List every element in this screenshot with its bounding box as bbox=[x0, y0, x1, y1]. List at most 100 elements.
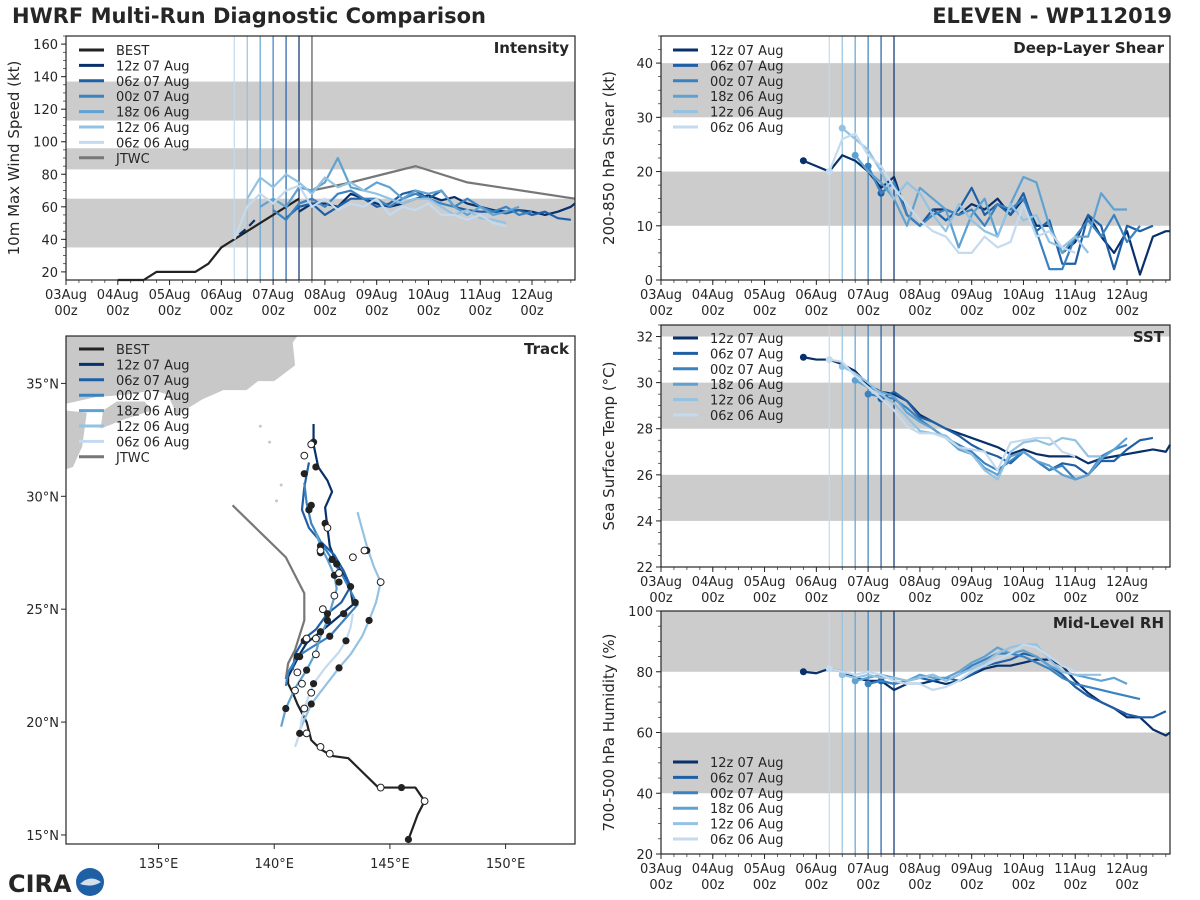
track-position-marker bbox=[282, 704, 290, 713]
track-legend-label: 12z 06 Aug bbox=[116, 420, 190, 435]
sst-x-tick-label: 06Aug bbox=[795, 575, 837, 590]
shear-x-tick-label: 07Aug bbox=[847, 288, 889, 303]
sst-x-tick-label: 00z bbox=[1115, 591, 1139, 606]
rh-legend-label: 12z 07 Aug bbox=[710, 756, 784, 771]
rh-x-tick-label: 11Aug bbox=[1054, 862, 1096, 877]
intensity-y-tick-label: 40 bbox=[41, 233, 58, 248]
intensity-legend-label: 06z 06 Aug bbox=[116, 136, 190, 151]
intensity-series-line bbox=[117, 197, 300, 282]
intensity-legend-label: 12z 06 Aug bbox=[116, 121, 190, 136]
rh-x-tick-label: 05Aug bbox=[744, 862, 786, 877]
intensity-x-tick-label: 09Aug bbox=[356, 288, 398, 303]
shear-band-1 bbox=[661, 63, 1170, 118]
track-position-marker bbox=[351, 598, 359, 607]
shear-x-tick-label: 00z bbox=[856, 304, 880, 319]
intensity-x-tick-label: 07Aug bbox=[252, 288, 294, 303]
track-y-tick-label: 25°N bbox=[26, 603, 59, 618]
shear-y-tick-label: 20 bbox=[636, 166, 653, 181]
intensity-x-tick-label: 04Aug bbox=[97, 288, 139, 303]
track-y-tick-label: 35°N bbox=[26, 377, 59, 392]
intensity-legend-label: BEST bbox=[116, 44, 149, 59]
best-track-marker bbox=[404, 835, 413, 844]
track-open-marker bbox=[335, 569, 343, 577]
intensity-x-tick-label: 12Aug bbox=[511, 288, 553, 303]
track-x-tick-label: 135°E bbox=[139, 857, 179, 872]
track-position-marker bbox=[309, 680, 318, 688]
rh-x-tick-label: 08Aug bbox=[899, 862, 941, 877]
intensity-x-tick-label: 08Aug bbox=[304, 288, 346, 303]
shear-x-tick-label: 12Aug bbox=[1106, 288, 1148, 303]
intensity-series-line bbox=[238, 219, 256, 236]
sst-series-line bbox=[841, 365, 1102, 481]
shear-legend-label: 12z 06 Aug bbox=[710, 106, 784, 121]
cira-logo: CIRA bbox=[8, 868, 104, 898]
track-open-marker bbox=[302, 634, 311, 643]
sst-band-1 bbox=[661, 382, 1170, 429]
shear-x-tick-label: 00z bbox=[753, 304, 777, 319]
sst-legend-label: 06z 07 Aug bbox=[710, 347, 784, 362]
sst-x-tick-label: 00z bbox=[1064, 591, 1088, 606]
track-legend-label: 12z 07 Aug bbox=[116, 358, 190, 373]
sst-x-tick-label: 04Aug bbox=[692, 575, 734, 590]
rh-legend-label: 12z 06 Aug bbox=[710, 818, 784, 833]
track-open-marker bbox=[302, 729, 311, 738]
track-legend-label: 18z 06 Aug bbox=[116, 405, 190, 420]
intensity-x-tick-label: 00z bbox=[469, 304, 493, 319]
track-position-marker bbox=[296, 729, 304, 737]
rh-x-tick-label: 00z bbox=[960, 878, 984, 893]
island bbox=[279, 483, 283, 487]
rh-series-start-dot bbox=[864, 680, 872, 688]
track-position-marker bbox=[342, 637, 350, 645]
track-open-marker bbox=[330, 591, 339, 600]
page-title: HWRF Multi-Run Diagnostic Comparison bbox=[12, 4, 487, 28]
intensity-x-tick-label: 00z bbox=[261, 304, 285, 319]
intensity-x-tick-label: 00z bbox=[365, 304, 389, 319]
track-open-marker bbox=[348, 553, 357, 562]
sst-y-tick-label: 28 bbox=[636, 423, 653, 438]
rh-y-tick-label: 80 bbox=[636, 666, 653, 681]
track-open-marker bbox=[376, 783, 385, 792]
sst-y-tick-label: 30 bbox=[636, 377, 653, 392]
intensity-legend-label: 18z 06 Aug bbox=[116, 106, 190, 121]
rh-x-tick-label: 00z bbox=[805, 878, 829, 893]
track-open-marker bbox=[291, 686, 299, 695]
track-position-marker bbox=[346, 583, 355, 591]
track-open-marker bbox=[323, 524, 332, 532]
intensity-x-tick-label: 00z bbox=[313, 304, 337, 319]
rh-x-tick-label: 09Aug bbox=[951, 862, 993, 877]
best-track-marker bbox=[397, 783, 406, 792]
track-open-marker bbox=[325, 749, 334, 758]
sst-band-2 bbox=[661, 325, 1170, 337]
intensity-y-tick-label: 160 bbox=[33, 38, 58, 53]
rh-x-tick-label: 00z bbox=[1115, 878, 1139, 893]
track-open-marker bbox=[311, 650, 320, 659]
track-x-tick-label: 145°E bbox=[370, 857, 410, 872]
sst-y-tick-label: 22 bbox=[636, 561, 653, 576]
intensity-y-tick-label: 60 bbox=[41, 201, 58, 216]
sst-x-tick-label: 00z bbox=[960, 591, 984, 606]
shear-x-tick-label: 00z bbox=[701, 304, 725, 319]
sst-x-tick-label: 09Aug bbox=[951, 575, 993, 590]
shear-x-tick-label: 03Aug bbox=[640, 288, 682, 303]
track-title: Track bbox=[524, 340, 570, 358]
shear-x-tick-label: 11Aug bbox=[1054, 288, 1096, 303]
track-position-marker bbox=[323, 610, 332, 618]
rh-legend-label: 18z 06 Aug bbox=[710, 802, 784, 817]
shear-legend-label: 00z 07 Aug bbox=[710, 75, 784, 90]
rh-y-tick-label: 60 bbox=[636, 727, 653, 742]
sst-frame bbox=[660, 324, 1171, 568]
rh-x-tick-label: 06Aug bbox=[795, 862, 837, 877]
rh-series-line bbox=[829, 643, 1076, 692]
shear-series-start-dot bbox=[825, 168, 833, 176]
sst-series-line bbox=[803, 356, 1171, 465]
shear-ylabel: 200-850 hPa Shear (kt) bbox=[600, 71, 618, 245]
shear-x-tick-label: 00z bbox=[1115, 304, 1139, 319]
rh-x-tick-label: 03Aug bbox=[640, 862, 682, 877]
island bbox=[275, 499, 279, 503]
sst-y-tick-label: 24 bbox=[636, 515, 653, 530]
track-open-marker bbox=[300, 704, 309, 713]
intensity-x-tick-label: 00z bbox=[106, 304, 130, 319]
intensity-band-1 bbox=[66, 148, 575, 170]
rh-ylabel: 700-500 hPa Humidity (%) bbox=[600, 633, 618, 831]
shear-series-line bbox=[841, 127, 1090, 254]
